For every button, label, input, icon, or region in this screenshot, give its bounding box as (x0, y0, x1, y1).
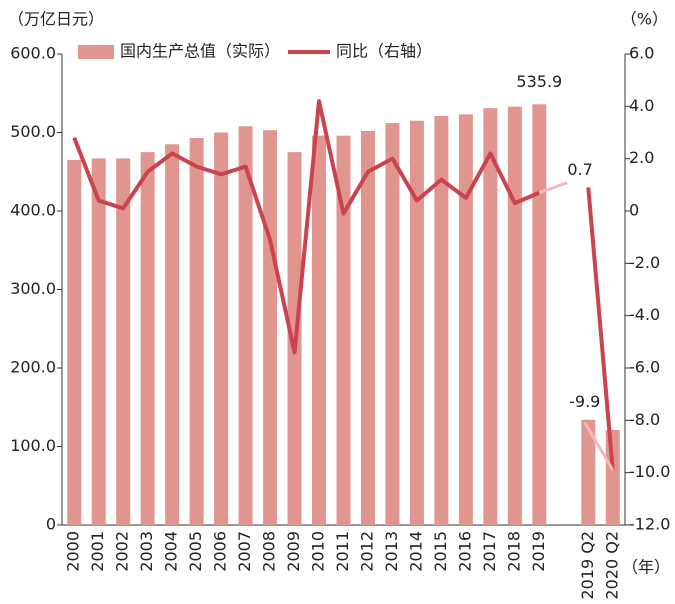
data-label: -9.9 (569, 392, 600, 411)
bar (409, 120, 424, 525)
bar (263, 130, 278, 525)
bar (336, 135, 351, 525)
y2-tick-label: 2.0 (629, 148, 654, 167)
x-tick-label: 2007 (235, 531, 254, 572)
y-tick-label: 600.0 (10, 44, 56, 63)
x-tick-label: 2001 (88, 531, 107, 572)
bar (140, 152, 155, 525)
bar (189, 137, 204, 525)
data-label: 535.9 (516, 72, 562, 91)
y2-tick-label: -2.0 (629, 253, 660, 272)
x-tick-label: 2011 (333, 531, 352, 572)
x-tick-label: 2019 (529, 531, 548, 572)
bar (312, 135, 327, 525)
x-tick-label: 2002 (113, 531, 132, 572)
bar (385, 123, 400, 525)
x-tick-label: 2017 (480, 531, 499, 572)
x-tick-label: 2015 (431, 531, 450, 572)
connector (538, 181, 568, 195)
x-tick-label: 2006 (211, 531, 230, 572)
bar (532, 104, 547, 526)
bar (67, 159, 82, 525)
line (72, 99, 541, 355)
y2-tick-label: 4.0 (629, 96, 654, 115)
y-axis-title: （万亿日元） (8, 10, 104, 29)
bar (214, 132, 229, 525)
x-tick-label: 2014 (406, 531, 425, 572)
y-tick-label: 300.0 (10, 279, 56, 298)
bar (360, 130, 375, 525)
x-tick-label: 2018 (504, 531, 523, 572)
x-tick-label: 2010 (309, 531, 328, 572)
bar (605, 430, 620, 525)
y2-tick-label: 6.0 (629, 44, 654, 63)
legend-label: 同比（右轴） (336, 42, 432, 61)
x-tick-label: 2013 (382, 531, 401, 572)
x-tick-label: 2016 (455, 531, 474, 572)
y2-tick-label: -8.0 (629, 410, 660, 429)
y-tick-label: 0 (46, 515, 56, 534)
y2-axis-title: （%） (621, 10, 668, 29)
y-tick-label: 500.0 (10, 122, 56, 141)
x-tick-label: 2004 (162, 531, 181, 572)
data-label: 0.7 (567, 160, 592, 179)
x-tick-label: 2005 (186, 531, 205, 572)
x-tick-label: 2019 Q2 (578, 531, 597, 600)
legend-swatch (78, 45, 114, 59)
bar (116, 158, 131, 525)
y2-tick-label: 0 (629, 201, 639, 220)
y-tick-label: 100.0 (10, 436, 56, 455)
x-axis-title: （年） (622, 558, 670, 577)
y2-tick-label: -12.0 (629, 515, 670, 534)
x-tick-label: 2020 Q2 (602, 531, 621, 600)
bar (581, 419, 596, 525)
bar (483, 108, 498, 525)
x-tick-label: 2000 (64, 531, 83, 572)
connector (583, 421, 615, 471)
x-tick-label: 2008 (260, 531, 279, 572)
y-tick-label: 400.0 (10, 201, 56, 220)
x-tick-label: 2012 (357, 531, 376, 572)
bar (238, 126, 253, 525)
x-tick-label: 2003 (137, 531, 156, 572)
line (586, 187, 615, 471)
y-tick-label: 200.0 (10, 358, 56, 377)
legend-label: 国内生产总值（实际） (120, 42, 280, 61)
y2-tick-label: -10.0 (629, 462, 670, 481)
y2-tick-label: -4.0 (629, 305, 660, 324)
bar (434, 116, 449, 525)
bar (165, 144, 180, 525)
bar (507, 106, 522, 525)
x-tick-label: 2009 (284, 531, 303, 572)
y2-tick-label: -6.0 (629, 358, 660, 377)
bar (458, 114, 473, 525)
bar (91, 158, 106, 525)
